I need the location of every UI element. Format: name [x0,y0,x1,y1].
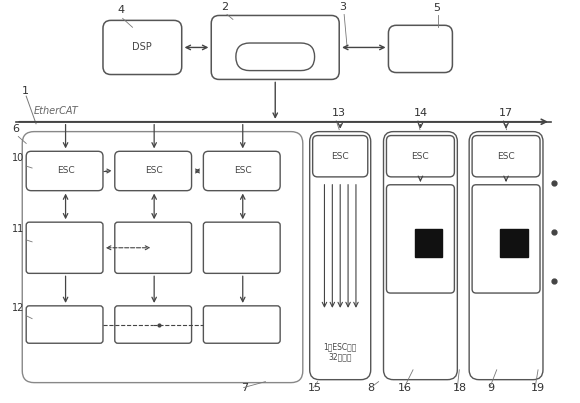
FancyBboxPatch shape [26,222,103,273]
Text: 1: 1 [22,86,29,96]
FancyBboxPatch shape [204,222,280,273]
FancyBboxPatch shape [26,306,103,343]
Text: ESC: ESC [412,152,429,161]
Text: 1个ESC最多
32路信号: 1个ESC最多 32路信号 [324,343,357,362]
FancyBboxPatch shape [115,151,191,191]
FancyBboxPatch shape [469,132,543,380]
FancyBboxPatch shape [313,135,368,177]
Text: 8: 8 [367,384,374,393]
FancyBboxPatch shape [211,15,339,79]
Text: 9: 9 [487,384,494,393]
FancyBboxPatch shape [472,185,540,293]
Text: ESC: ESC [331,152,349,161]
Text: 11: 11 [12,224,25,234]
Text: ESC: ESC [57,166,74,175]
Text: 13: 13 [332,108,346,118]
Bar [500,229,528,257]
FancyBboxPatch shape [472,135,540,177]
Bar [415,229,442,257]
FancyBboxPatch shape [386,135,454,177]
FancyBboxPatch shape [389,25,452,73]
Text: 15: 15 [308,384,322,393]
Text: DSP: DSP [132,42,152,52]
FancyBboxPatch shape [386,185,454,293]
Text: 6: 6 [12,124,19,134]
Text: 12: 12 [12,303,25,313]
Text: 16: 16 [398,384,412,393]
Text: ESC: ESC [146,166,163,175]
Text: 10: 10 [12,153,25,163]
FancyBboxPatch shape [103,21,182,75]
FancyBboxPatch shape [204,306,280,343]
Text: EtherCAT: EtherCAT [34,106,79,116]
FancyBboxPatch shape [236,43,314,71]
Text: ESC: ESC [234,166,252,175]
FancyBboxPatch shape [383,132,458,380]
FancyBboxPatch shape [310,132,371,380]
Text: ESC: ESC [497,152,515,161]
Text: 14: 14 [414,108,428,118]
Text: 19: 19 [531,384,545,393]
FancyBboxPatch shape [204,151,280,191]
Text: 18: 18 [452,384,466,393]
Text: 2: 2 [221,2,228,12]
Text: 3: 3 [339,2,346,12]
Text: 7: 7 [241,384,248,393]
Text: 17: 17 [499,108,513,118]
FancyBboxPatch shape [115,222,191,273]
FancyBboxPatch shape [115,306,191,343]
Text: 4: 4 [118,6,125,15]
FancyBboxPatch shape [26,151,103,191]
Text: 5: 5 [433,2,440,12]
